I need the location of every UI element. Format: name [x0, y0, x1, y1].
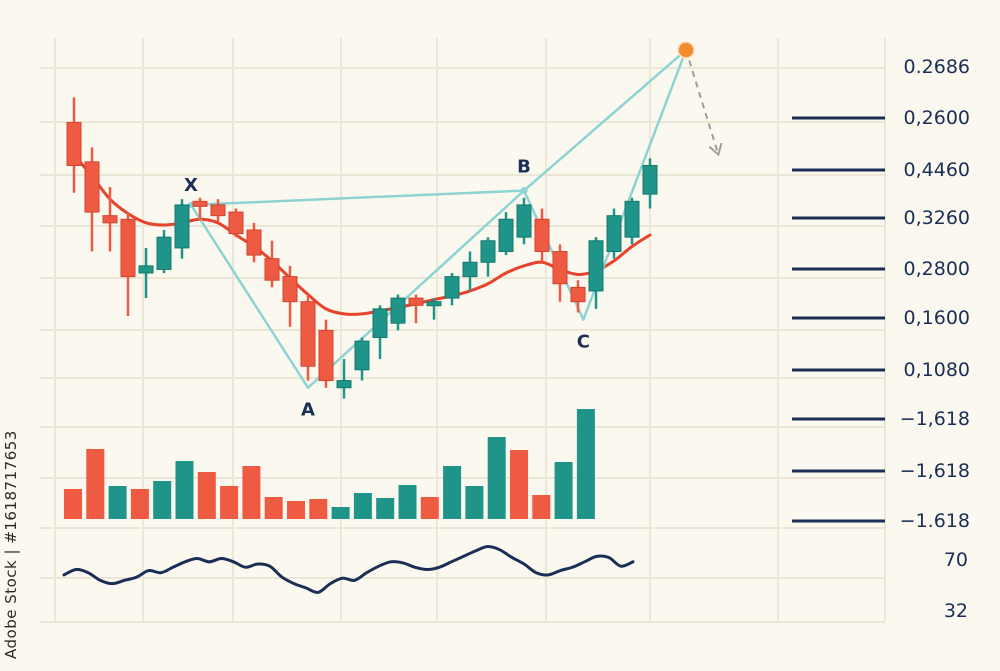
candle-bullish — [426, 301, 442, 307]
volume-bar — [576, 409, 595, 519]
candle-bearish — [210, 204, 226, 217]
candle-bearish — [264, 258, 280, 281]
candle-bullish — [588, 240, 604, 292]
candle-bullish — [390, 297, 406, 324]
level-label: 0,1600 — [904, 307, 970, 329]
candle-bearish — [552, 251, 568, 285]
oscillator-level-label: 70 — [944, 549, 968, 571]
level-label: 0,2600 — [904, 107, 970, 129]
candle-bullish — [156, 236, 172, 270]
level-label: −1,618 — [900, 460, 970, 482]
grid — [40, 38, 886, 623]
oscillator — [62, 545, 635, 594]
candle-bullish — [372, 308, 388, 339]
candle-bearish — [120, 218, 136, 278]
moving-average — [72, 153, 652, 316]
candle-bullish — [606, 215, 622, 253]
candle-bullish — [480, 240, 496, 263]
volume-bar — [532, 495, 551, 519]
candle-bullish — [174, 204, 190, 249]
volume-bar — [86, 449, 105, 519]
volume-bar — [287, 501, 305, 519]
candle-bullish — [624, 200, 640, 238]
pattern-line-xb — [189, 189, 526, 207]
watermark-id: Adobe Stock | #1618717653 — [2, 430, 20, 660]
volume-bar — [108, 486, 127, 519]
volume-bar — [331, 507, 350, 519]
volume-bars — [64, 409, 595, 519]
candle-bearish — [246, 229, 262, 256]
volume-bar — [420, 497, 439, 519]
projection-arrow-head — [708, 142, 723, 157]
candle-bearish — [408, 297, 424, 306]
candle-bearish — [66, 121, 82, 166]
volume-bar — [175, 461, 194, 519]
volume-bar — [510, 450, 528, 519]
volume-bar — [153, 481, 172, 519]
volume-bar — [309, 499, 328, 519]
volume-bar — [242, 466, 261, 519]
level-label: 0.2686 — [904, 56, 970, 78]
pattern-label-c: C — [577, 332, 590, 353]
volume-bar — [353, 493, 372, 519]
pattern-line-bd — [522, 48, 688, 192]
oscillator-line — [62, 545, 635, 594]
pattern-label-x: X — [184, 175, 198, 196]
candle-bearish — [192, 200, 208, 207]
volume-bar — [197, 472, 216, 519]
candle-bullish — [516, 204, 532, 238]
volume-bar — [398, 485, 417, 519]
candle-bearish — [228, 211, 244, 235]
candle-bearish — [318, 329, 334, 382]
pattern-label-b: B — [517, 157, 531, 178]
volume-bar — [487, 437, 506, 519]
candle-bullish — [354, 340, 370, 371]
volume-bar — [554, 462, 573, 519]
volume-bar — [376, 498, 395, 519]
candlesticks — [66, 97, 658, 399]
level-label: −1.618 — [900, 510, 970, 532]
candle-bearish — [282, 276, 298, 303]
candle-bearish — [102, 215, 118, 224]
pattern-label-a: A — [301, 400, 315, 421]
target-point — [677, 41, 695, 59]
volume-bar — [443, 466, 462, 519]
price-levels: 0.2686 0,2600 0,4460 0,3260 0,2800 0,1600 0,10… — [792, 56, 970, 622]
pattern-leg-ab — [306, 189, 526, 389]
volume-bar — [64, 489, 82, 519]
candle-bearish — [300, 301, 316, 367]
candle-bearish — [84, 161, 100, 213]
harmonic-pattern — [188, 41, 723, 389]
candle-bearish — [570, 286, 586, 303]
pattern-point-b — [520, 187, 528, 195]
level-label: −1,618 — [900, 408, 970, 430]
pattern-labels: X A B C — [184, 157, 590, 421]
pattern-leg-xa — [189, 203, 310, 389]
level-label: 0,1080 — [904, 359, 970, 381]
volume-bar — [264, 497, 283, 519]
volume-bar — [220, 486, 239, 519]
moving-average-line — [72, 153, 652, 316]
candle-bullish — [138, 265, 154, 274]
level-label: 0,2800 — [904, 258, 970, 280]
candle-bullish — [336, 380, 352, 389]
volume-bar — [130, 489, 149, 519]
level-label: 0,3260 — [904, 207, 970, 229]
candle-bullish — [444, 276, 460, 299]
candle-bullish — [462, 261, 478, 278]
level-label: 0,4460 — [904, 159, 970, 181]
candle-bullish — [498, 218, 514, 253]
projection-line — [685, 49, 720, 156]
volume-bar — [465, 486, 484, 519]
candle-bullish — [642, 164, 658, 195]
candle-bearish — [534, 218, 550, 253]
oscillator-level-label: 32 — [944, 600, 968, 622]
